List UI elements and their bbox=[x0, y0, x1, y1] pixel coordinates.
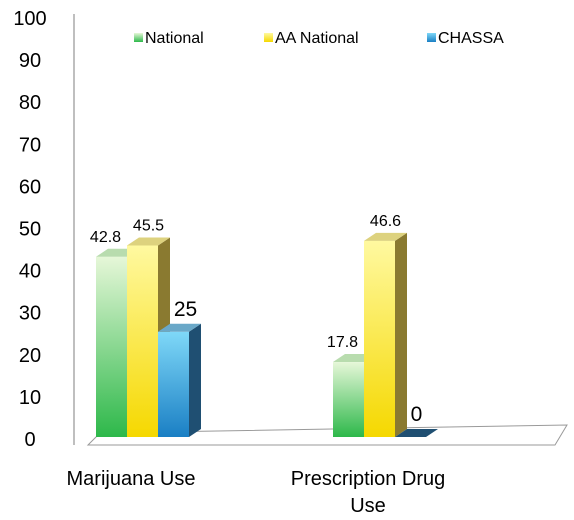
bar-national-0 bbox=[96, 256, 127, 437]
bar-side-chassa-0 bbox=[189, 323, 201, 437]
y-tick-label: 50 bbox=[19, 219, 41, 241]
y-tick-label: 10 bbox=[19, 387, 41, 409]
y-tick-label: 20 bbox=[19, 345, 41, 367]
legend-swatch-chassa bbox=[427, 33, 436, 42]
data-label-national-1: 17.8 bbox=[327, 334, 358, 351]
bar-aa-national-0 bbox=[127, 245, 158, 437]
bar-side-aa-national-1 bbox=[395, 232, 407, 437]
x-tick-label: Prescription Drug bbox=[291, 468, 446, 490]
bar-top-aa-national-0 bbox=[127, 237, 170, 246]
legend-swatch-aa-national bbox=[264, 33, 273, 42]
bar-chassa-0 bbox=[158, 331, 189, 437]
legend-label-chassa: CHASSA bbox=[438, 30, 504, 47]
bar-national-1 bbox=[333, 362, 364, 437]
y-tick-label: 40 bbox=[19, 261, 41, 283]
bar-top-aa-national-1 bbox=[364, 232, 407, 241]
data-label-national-0: 42.8 bbox=[90, 229, 121, 246]
y-tick-label: 70 bbox=[19, 134, 41, 156]
y-tick-label: 0 bbox=[24, 429, 35, 451]
x-tick-label: Marijuana Use bbox=[67, 468, 196, 490]
data-label-chassa-0: 25 bbox=[174, 298, 197, 321]
legend: National AA National CHASSA bbox=[134, 30, 504, 47]
data-label-aa-national-1: 46.6 bbox=[370, 213, 401, 230]
legend-label-aa-national: AA National bbox=[275, 30, 359, 47]
y-tick-label: 100 bbox=[13, 8, 46, 30]
x-tick-label: Use bbox=[350, 495, 386, 517]
data-label-aa-national-0: 45.5 bbox=[133, 217, 164, 234]
legend-swatch-national bbox=[134, 33, 143, 42]
bar-chassa-1 bbox=[395, 429, 438, 437]
bar-aa-national-1 bbox=[364, 240, 395, 437]
bar-top-chassa-0 bbox=[158, 323, 201, 332]
legend-label-national: National bbox=[145, 30, 204, 47]
bars bbox=[96, 232, 438, 437]
axes: 0 10 20 30 40 50 60 70 80 90 100 Marijuana Use Presc… bbox=[13, 8, 568, 517]
data-label-chassa-1: 0 bbox=[411, 403, 423, 426]
y-tick-label: 60 bbox=[19, 176, 41, 198]
y-tick-label: 80 bbox=[19, 92, 41, 114]
data-labels: 42.8 45.5 25 17.8 46.6 0 bbox=[90, 213, 422, 426]
y-tick-label: 30 bbox=[19, 303, 41, 325]
y-tick-label: 90 bbox=[19, 50, 41, 72]
